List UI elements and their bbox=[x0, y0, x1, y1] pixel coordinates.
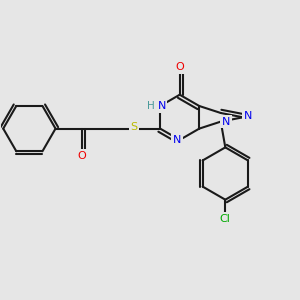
Text: S: S bbox=[130, 122, 138, 132]
Text: Cl: Cl bbox=[220, 214, 231, 224]
Text: N: N bbox=[172, 135, 181, 145]
Text: H: H bbox=[147, 101, 154, 111]
Text: O: O bbox=[77, 151, 86, 161]
Text: O: O bbox=[175, 62, 184, 73]
Text: N: N bbox=[158, 101, 166, 111]
Text: N: N bbox=[222, 117, 230, 127]
Text: N: N bbox=[244, 111, 253, 121]
